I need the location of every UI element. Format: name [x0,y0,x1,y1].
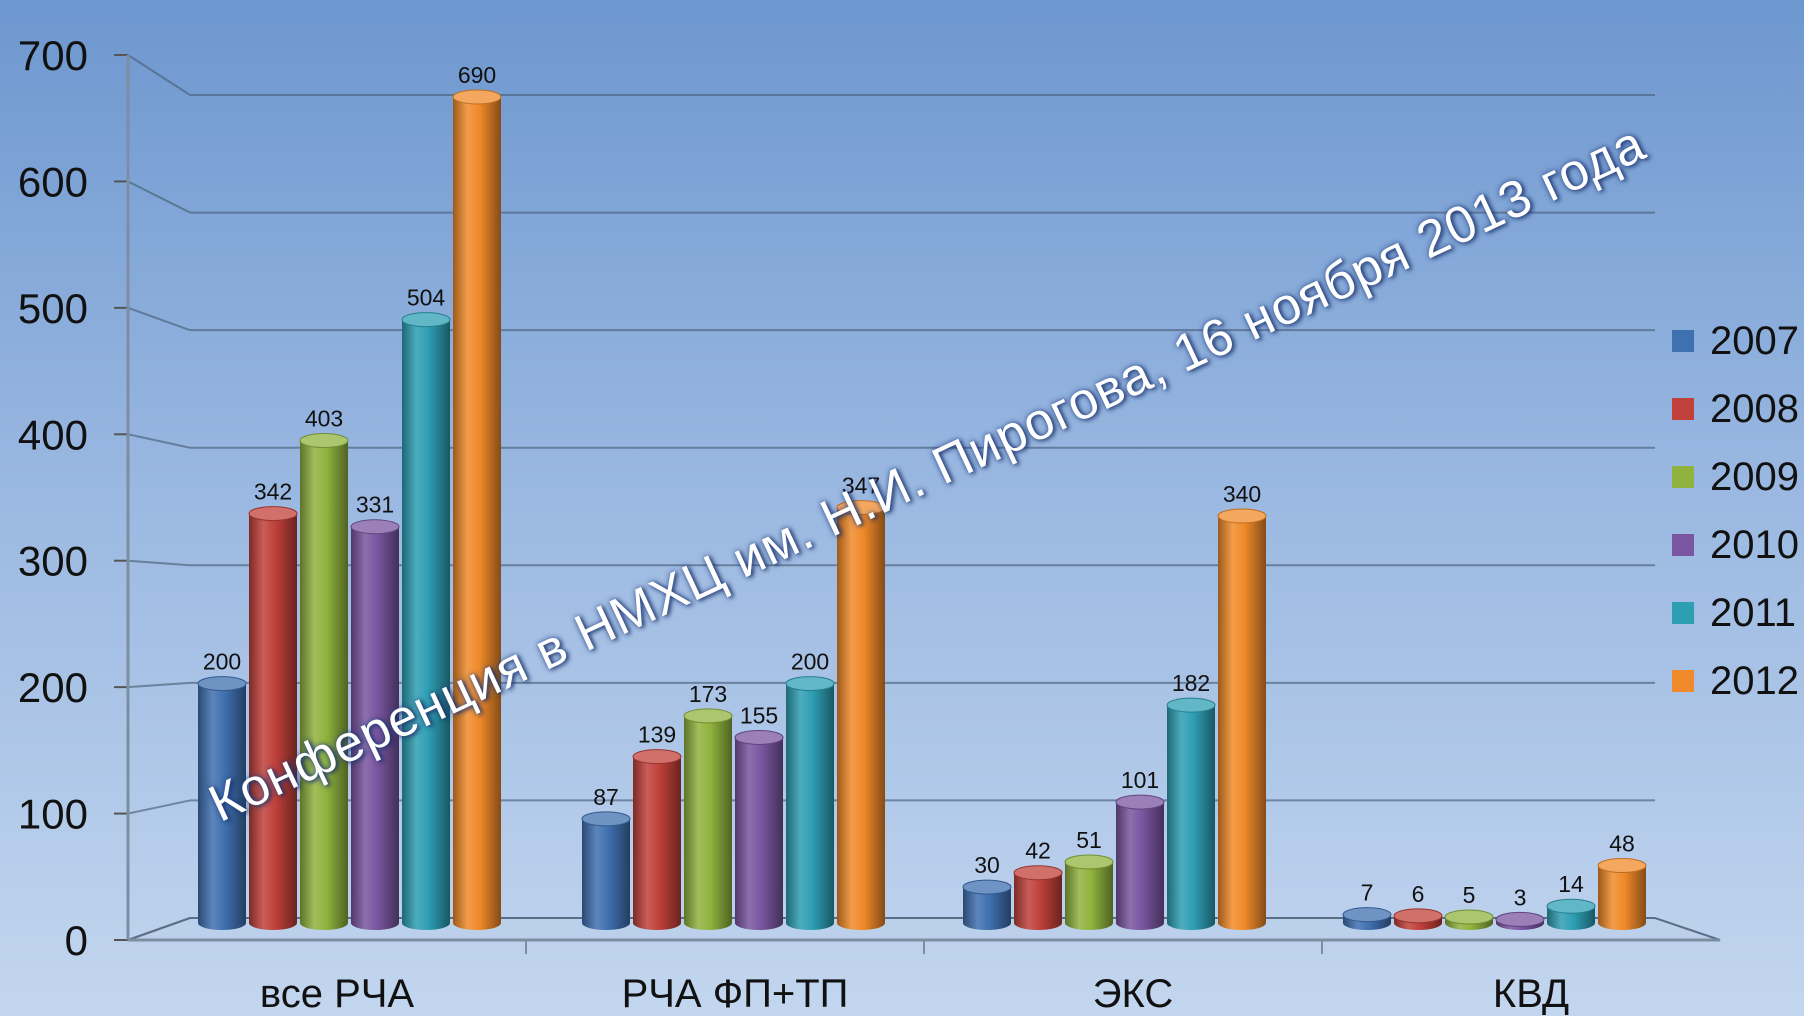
bar-cap [1218,509,1266,523]
y-tick-label: 0 [65,917,88,964]
legend-label: 2008 [1710,387,1799,431]
bar-cap [735,730,783,744]
bar-cap [1014,866,1062,880]
y-tick-label: 600 [18,158,88,205]
gridline-connector [128,55,190,95]
bar-cap [963,880,1011,894]
data-label: 342 [254,479,292,505]
bar [633,757,681,930]
data-label: 200 [791,649,829,675]
bar [1014,873,1062,930]
data-label: 7 [1361,880,1374,906]
bar-cap [1547,899,1595,913]
bar-cap [1496,912,1544,926]
data-label: 101 [1121,767,1159,793]
gridline-connector [128,800,190,813]
data-label: 173 [689,681,727,707]
bar-cap [1394,909,1442,923]
bar [249,514,297,930]
y-tick-label: 400 [18,411,88,458]
bar-cap [351,520,399,534]
data-label: 48 [1609,831,1635,857]
bar-cap [1065,855,1113,869]
bar [453,97,501,930]
legend-label: 2009 [1710,455,1799,499]
bar-cap [300,434,348,448]
bar-cap [1598,859,1646,873]
data-label: 504 [407,285,446,311]
bar-cap [453,90,501,104]
bar-cap [1343,908,1391,922]
legend-label: 2010 [1710,523,1799,567]
data-label: 403 [305,406,343,432]
bar [837,508,885,930]
bar [582,819,630,930]
legend-label: 2012 [1710,659,1799,703]
data-label: 42 [1025,838,1051,864]
y-tick-label: 100 [18,791,88,838]
bar-cap [402,313,450,327]
bar-cap [633,750,681,764]
bar-cap [1167,698,1215,712]
bar-cap [582,812,630,826]
data-label: 182 [1172,670,1210,696]
bar-cap [786,677,834,691]
category-label: КВД [1493,972,1569,1016]
gridline-connector [128,181,190,212]
bar-cap [1116,795,1164,809]
legend-swatch [1672,602,1694,624]
data-label: 3 [1514,884,1527,910]
data-label: 51 [1076,827,1102,853]
legend-swatch [1672,466,1694,488]
bar [1598,866,1646,930]
gridline-connector [128,308,190,330]
data-label: 690 [458,62,496,88]
data-label: 5 [1463,882,1476,908]
legend-swatch [1672,330,1694,352]
legend-swatch [1672,670,1694,692]
category-label: РЧА ФП+ТП [622,972,849,1016]
data-label: 155 [740,702,778,728]
data-label: 139 [638,722,676,748]
data-label: 6 [1412,881,1425,907]
bar-cap [198,677,246,691]
bar-cap [249,507,297,521]
y-tick-label: 700 [18,32,88,79]
bar [1116,802,1164,930]
legend-swatch [1672,534,1694,556]
legend-label: 2011 [1710,591,1796,635]
bar-cap [1445,910,1493,924]
data-label: 30 [974,852,1000,878]
y-tick-label: 200 [18,664,88,711]
bar [300,441,348,930]
gridline-connector [128,683,190,687]
bar [1167,705,1215,930]
bar [684,716,732,930]
y-tick-label: 500 [18,285,88,332]
category-label: ЭКС [1093,972,1174,1016]
data-label: 200 [203,649,241,675]
bar [786,684,834,930]
data-label: 87 [593,784,619,810]
gridline-connector [128,434,190,447]
legend-swatch [1672,398,1694,420]
bar [1218,516,1266,930]
data-label: 331 [356,492,394,518]
bar-cap [684,709,732,723]
category-label: все РЧА [260,972,415,1016]
bar [402,320,450,930]
y-tick-label: 300 [18,538,88,585]
bar [1065,862,1113,930]
bar [735,737,783,930]
data-label: 340 [1223,481,1261,507]
gridline-connector [128,561,190,566]
data-label: 14 [1558,871,1584,897]
legend-label: 2007 [1710,319,1799,363]
